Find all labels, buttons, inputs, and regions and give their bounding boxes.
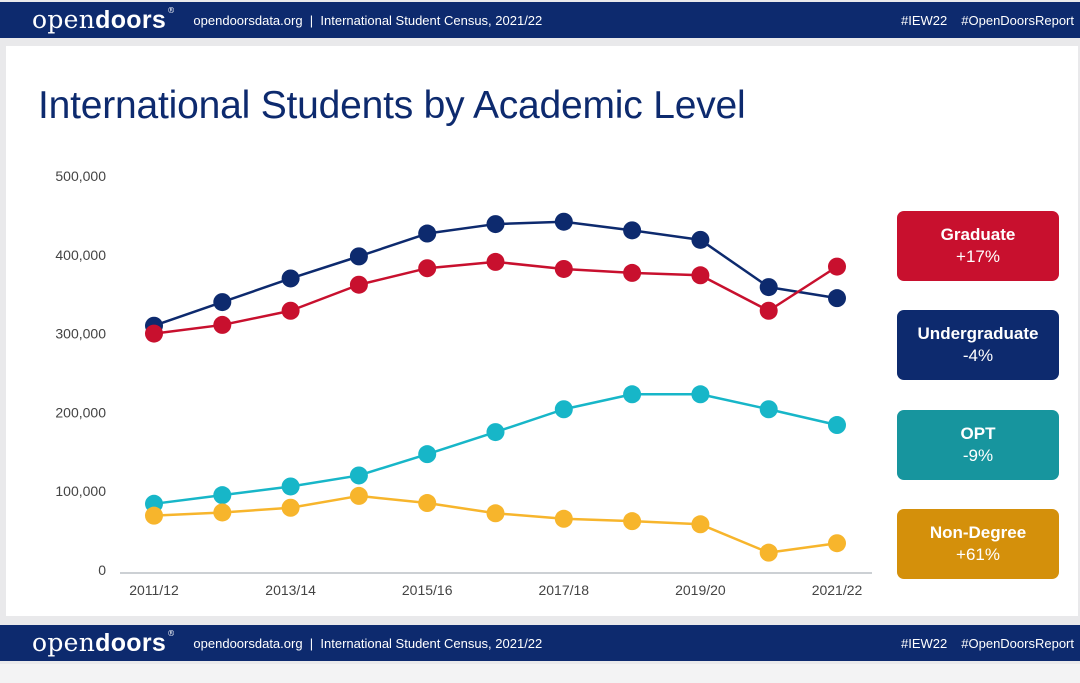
graduate-line: [153, 260, 838, 335]
legend-label: Non-Degree: [929, 523, 1027, 542]
opt-point: [213, 486, 232, 505]
x-tick-label: 2013/14: [265, 582, 316, 598]
y-tick-label: 400,000: [55, 247, 106, 263]
graduate-point: [828, 257, 846, 276]
legend-change: -9%: [962, 446, 994, 465]
non-degree-point: [691, 515, 710, 534]
non-degree-point: [554, 509, 573, 528]
undergraduate-point: [828, 289, 846, 308]
undergraduate-point: [691, 230, 710, 249]
non-degree-point: [349, 486, 368, 505]
undergraduate-point: [349, 247, 368, 266]
undergraduate-line: [153, 220, 838, 327]
undergraduate-point: [759, 278, 778, 297]
opt-point: [759, 400, 778, 419]
opendoors-logo[interactable]: opendoors®: [32, 5, 176, 34]
legend-change: -4%: [962, 346, 994, 365]
undergraduate-point: [418, 224, 437, 243]
non-degree-point: [281, 498, 300, 517]
graduate-point: [418, 259, 437, 278]
y-tick-label: 200,000: [55, 404, 106, 420]
hashtag-iew22: #IEW22: [901, 12, 948, 28]
header-tags: #IEW22 #OpenDoorsReport: [901, 13, 1074, 28]
opt-point: [486, 423, 505, 442]
footer-tags: #IEW22 #OpenDoorsReport: [901, 636, 1074, 651]
non-degree-point: [486, 504, 505, 523]
footer-info: opendoorsdata.org | International Studen…: [193, 635, 543, 651]
graduate-point: [145, 324, 163, 343]
hashtag-opendoorsreport: #OpenDoorsReport: [961, 12, 1074, 28]
legend-graduate: Graduate +17%: [897, 211, 1059, 281]
y-tick-label: 0: [98, 562, 106, 578]
undergraduate-point: [486, 215, 505, 234]
legend-change: +17%: [956, 247, 1000, 266]
header-info: opendoorsdata.org | International Studen…: [193, 12, 543, 28]
bottom-strip: [0, 664, 1080, 683]
graduate-point: [759, 301, 778, 320]
x-tick-label: 2021/22: [812, 582, 863, 598]
chart-title: International Students by Academic Level: [38, 84, 746, 127]
y-tick-label: 100,000: [55, 483, 106, 499]
legend-opt: OPT -9%: [897, 410, 1059, 480]
non-degree-point: [759, 543, 778, 562]
opt-point: [691, 385, 710, 404]
graduate-point: [349, 275, 368, 294]
graduate-point: [623, 263, 642, 282]
header-bar: opendoors® opendoorsdata.org | Internati…: [0, 2, 1080, 38]
legend-change: +61%: [956, 545, 1000, 564]
legend-label: Undergraduate: [917, 324, 1039, 343]
opendoors-logo-footer[interactable]: opendoors®: [32, 628, 176, 657]
undergraduate-point: [623, 221, 642, 240]
opt-point: [554, 400, 573, 419]
x-tick-label: 2011/12: [129, 582, 179, 598]
undergraduate-point: [213, 293, 232, 312]
hashtag-opendoorsreport-footer: #OpenDoorsReport: [961, 635, 1074, 651]
opt-point: [623, 385, 642, 404]
graduate-point: [281, 301, 300, 320]
x-tick-label: 2019/20: [675, 582, 726, 598]
footer-bar: opendoors® opendoorsdata.org | Internati…: [0, 625, 1080, 661]
x-tick-label: 2017/18: [538, 582, 589, 598]
non-degree-point: [828, 534, 846, 553]
opt-point: [349, 466, 368, 485]
legend-label: OPT: [960, 424, 996, 443]
legend-non-degree: Non-Degree +61%: [897, 509, 1059, 579]
opt-point: [281, 477, 300, 496]
x-tick-label: 2015/16: [402, 582, 453, 598]
legend-undergraduate: Undergraduate -4%: [897, 310, 1059, 380]
y-tick-label: 300,000: [55, 326, 106, 342]
undergraduate-point: [554, 212, 573, 231]
non-degree-point: [623, 512, 642, 531]
graduate-point: [691, 266, 710, 285]
graduate-point: [554, 259, 573, 278]
non-degree-point: [418, 494, 437, 513]
non-degree-point: [145, 506, 163, 525]
opt-point: [828, 416, 846, 435]
undergraduate-point: [281, 269, 300, 288]
opt-line: [153, 393, 838, 506]
graduate-point: [486, 252, 505, 271]
non-degree-point: [213, 503, 232, 522]
opt-point: [418, 445, 437, 464]
hashtag-iew22-footer: #IEW22: [901, 635, 948, 651]
legend-label: Graduate: [940, 225, 1016, 244]
y-tick-label: 500,000: [55, 168, 106, 184]
graduate-point: [213, 315, 232, 334]
